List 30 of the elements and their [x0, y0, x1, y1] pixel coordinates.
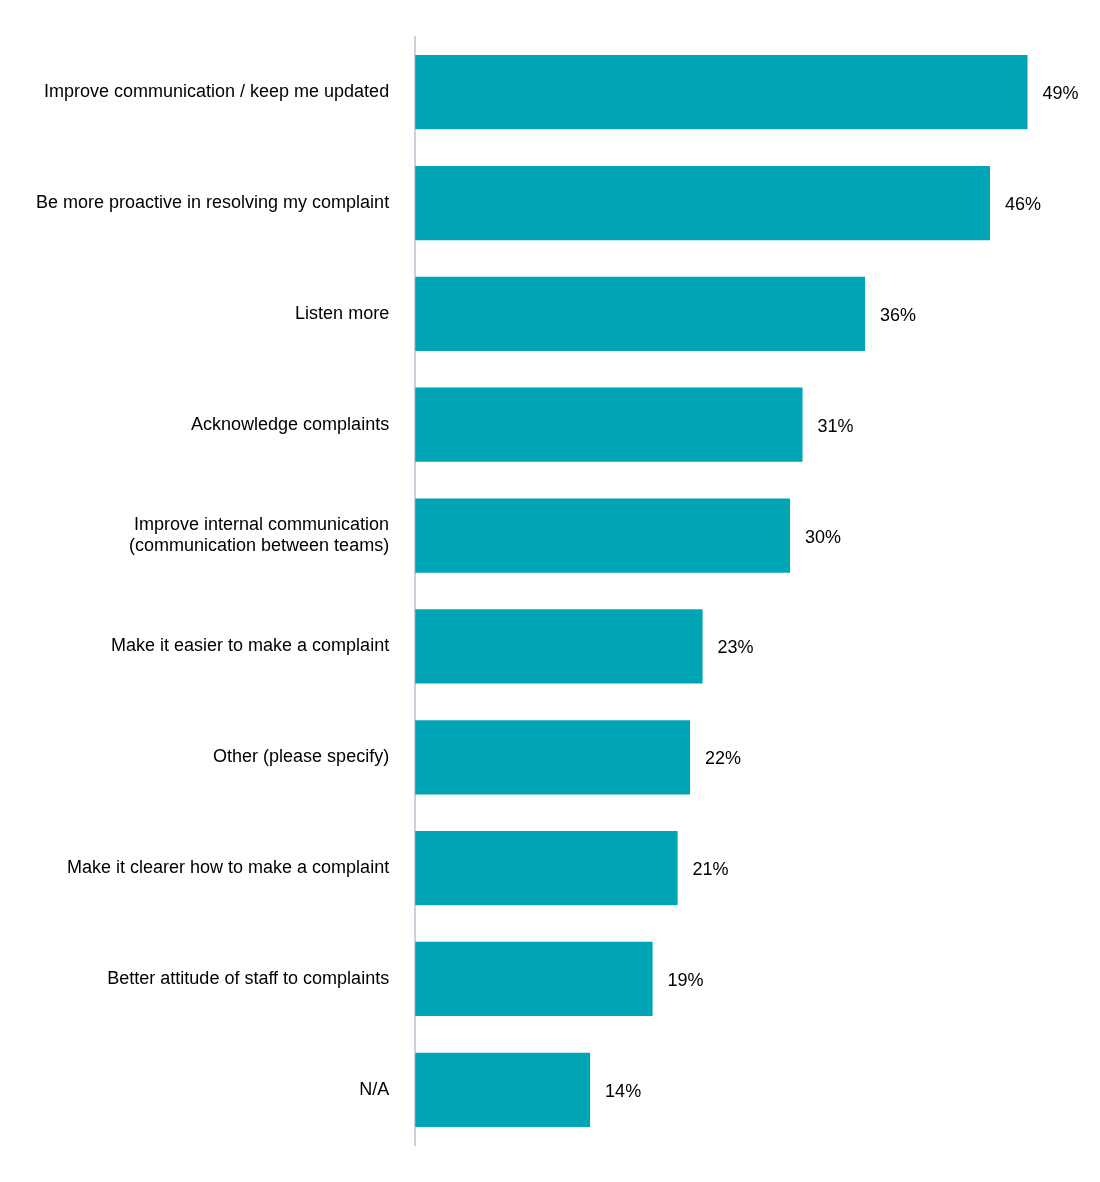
- y-tick-label: Better attitude of staff to complaints: [107, 967, 390, 988]
- data-label: 22%: [705, 748, 742, 769]
- bar: [415, 609, 703, 684]
- y-tick-label: Acknowledge complaints: [191, 413, 390, 434]
- data-label: 19%: [667, 969, 704, 990]
- data-label: 23%: [717, 637, 754, 658]
- bar: [415, 1052, 591, 1127]
- data-label: 31%: [817, 415, 854, 436]
- bar: [415, 387, 803, 462]
- bar: [415, 720, 691, 795]
- y-tick-label: Listen more: [295, 302, 390, 323]
- y-tick-label: Other (please specify): [213, 746, 390, 767]
- bar: [415, 941, 653, 1017]
- y-tick-label: Make it easier to make a complaint: [111, 635, 390, 656]
- y-tick-label: Improve internal communication (communication between teams): [129, 513, 390, 556]
- bar: [415, 55, 1028, 130]
- y-tick-label: Make it clearer how to make a complaint: [67, 857, 390, 878]
- bar: [415, 165, 991, 241]
- bar: [415, 830, 678, 906]
- data-label: 14%: [605, 1080, 642, 1101]
- bar: [415, 498, 791, 573]
- data-label: 36%: [880, 304, 917, 325]
- y-tick-label: N/A: [359, 1078, 390, 1099]
- bar: [415, 276, 866, 352]
- y-tick-label: Be more proactive in resolving my complaint: [35, 192, 390, 213]
- data-label: 46%: [1005, 194, 1042, 215]
- data-label: 49%: [1042, 83, 1079, 104]
- y-tick-label: Improve communication / keep me updated: [43, 81, 390, 102]
- data-label: 21%: [692, 859, 729, 880]
- data-label: 30%: [805, 526, 842, 547]
